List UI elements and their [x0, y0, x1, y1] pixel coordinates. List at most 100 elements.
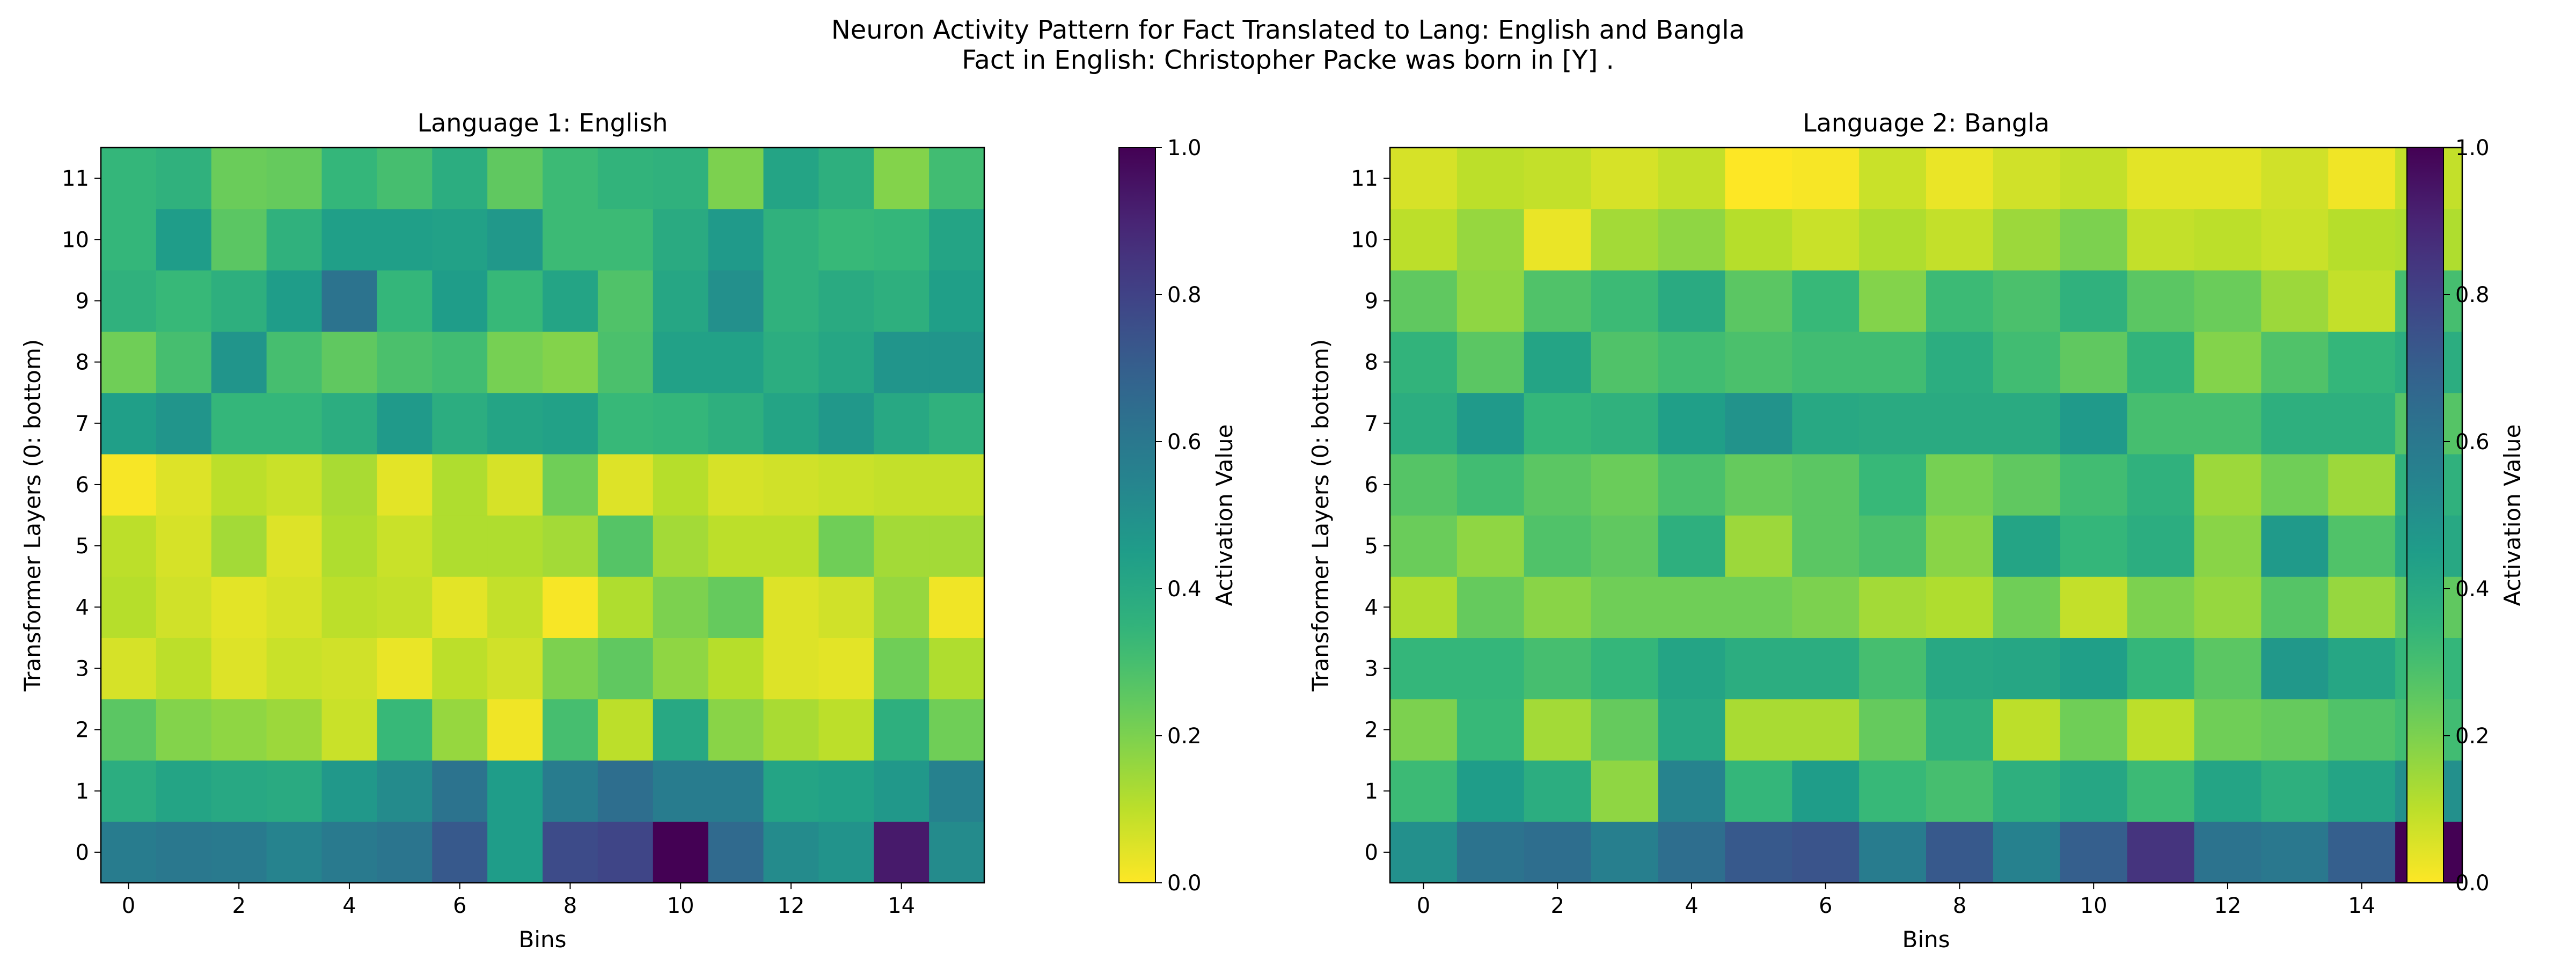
heatmap-cell — [487, 148, 543, 209]
heatmap-cell — [101, 699, 157, 761]
heatmap-cell — [1658, 699, 1725, 761]
heatmap-cell — [1658, 209, 1725, 270]
heatmap-cell — [156, 392, 212, 455]
heatmap-cell — [1859, 331, 1927, 393]
y-tick-label: 0 — [1365, 840, 1378, 865]
heatmap-cell — [321, 760, 377, 822]
heatmap-cell — [487, 760, 543, 822]
colorbar-tick-label: 0.0 — [2455, 871, 2490, 896]
heatmap-cell — [543, 760, 598, 822]
heatmap-cell — [432, 576, 488, 638]
heatmap-cell — [1457, 148, 1525, 209]
heatmap-cell — [2127, 576, 2195, 638]
heatmap-cell — [1725, 270, 1792, 332]
heatmap-cell — [1926, 392, 1994, 455]
heatmap-cell — [597, 821, 654, 883]
y-tick-label: 1 — [1365, 779, 1378, 804]
heatmap-cell — [818, 760, 874, 822]
heatmap-cell — [2194, 453, 2262, 516]
heatmap-cell — [266, 209, 323, 270]
heatmap-cell — [1859, 699, 1927, 761]
heatmap-cell — [2060, 760, 2128, 822]
heatmap-cell — [1993, 392, 2061, 455]
heatmap-cell — [156, 331, 212, 393]
y-tick-label: 8 — [76, 350, 89, 375]
heatmap-cell — [2194, 576, 2262, 638]
heatmap-cell — [2328, 453, 2396, 516]
heatmap-cell — [929, 209, 985, 270]
heatmap-cell — [818, 331, 874, 393]
heatmap-cell — [653, 392, 709, 455]
y-tick-label: 5 — [76, 534, 89, 559]
heatmap-cell — [1926, 331, 1994, 393]
y-tick-label: 4 — [1365, 595, 1378, 620]
x-tick-label: 10 — [667, 894, 694, 918]
heatmap-cell — [1457, 515, 1525, 577]
heatmap-cell — [818, 209, 874, 270]
heatmap-cell — [2127, 209, 2195, 270]
y-tick-label: 2 — [1365, 718, 1378, 743]
heatmap-cell — [543, 515, 598, 577]
heatmap-cell — [1524, 821, 1592, 883]
heatmap-cell — [763, 760, 819, 822]
heatmap-cell — [101, 392, 157, 455]
heatmap-cell — [1993, 331, 2061, 393]
heatmap-cell — [487, 209, 543, 270]
heatmap-cell — [1792, 148, 1860, 209]
colorbar-tick-label: 0.2 — [1167, 724, 1202, 749]
heatmap-cell — [1457, 760, 1525, 822]
heatmap-cell — [377, 515, 433, 577]
heatmap-cell — [653, 270, 709, 332]
heatmap-cell — [1658, 148, 1725, 209]
heatmap-cell — [487, 392, 543, 455]
heatmap-cell — [763, 576, 819, 638]
heatmap-cell — [211, 148, 267, 209]
heatmap-cell — [1390, 270, 1458, 332]
heatmap-cell — [377, 148, 433, 209]
heatmap-cell — [653, 453, 709, 516]
x-tick-label: 0 — [122, 894, 135, 918]
heatmap-cell — [708, 331, 764, 393]
heatmap-cell — [1524, 699, 1592, 761]
heatmap-cell — [487, 576, 543, 638]
heatmap-cell — [2060, 515, 2128, 577]
heatmap-cell — [1457, 331, 1525, 393]
heatmap-cell — [1725, 638, 1792, 700]
heatmap-cell — [2127, 392, 2195, 455]
heatmap-cell — [818, 392, 874, 455]
heatmap-cell — [377, 821, 433, 883]
heatmap-cell — [2127, 638, 2195, 700]
heatmap-cell — [708, 638, 764, 700]
heatmap-cell — [1591, 209, 1659, 270]
heatmap-cell — [211, 209, 267, 270]
y-tick-label: 3 — [1365, 656, 1378, 681]
heatmap-cell — [1926, 515, 1994, 577]
heatmap-cell — [211, 638, 267, 700]
heatmap-cell — [929, 638, 985, 700]
heatmap-cell — [929, 270, 985, 332]
heatmap-cell — [2060, 576, 2128, 638]
heatmap-cell — [2060, 699, 2128, 761]
heatmap-cell — [432, 638, 488, 700]
heatmap-cell — [2127, 760, 2195, 822]
colorbar-ticks: 0.0 0.2 0.4 0.6 0.8 1.0 — [2443, 136, 2490, 896]
heatmap-cell — [1792, 209, 1860, 270]
y-axis-label: Transformer Layers (0: bottom) — [19, 339, 46, 692]
heatmap-cell — [818, 148, 874, 209]
heatmap-cell — [1524, 453, 1592, 516]
heatmap-cell — [377, 270, 433, 332]
heatmap-cell — [597, 270, 654, 332]
heatmap-cell — [929, 760, 985, 822]
x-axis-ticks: 0 2 4 6 8 10 12 14 — [1417, 883, 2375, 918]
colorbar-tick-label: 0.2 — [2455, 724, 2490, 749]
heatmap-cell — [432, 453, 488, 516]
heatmap-cell — [2261, 760, 2329, 822]
y-tick-label: 2 — [76, 718, 89, 743]
heatmap-cell — [1926, 760, 1994, 822]
heatmap-cell — [487, 270, 543, 332]
heatmap-cell — [377, 760, 433, 822]
heatmap-cell — [487, 821, 543, 883]
heatmap-cell — [2328, 515, 2396, 577]
heatmap-cell — [2328, 821, 2396, 883]
heatmap-cell — [708, 148, 764, 209]
